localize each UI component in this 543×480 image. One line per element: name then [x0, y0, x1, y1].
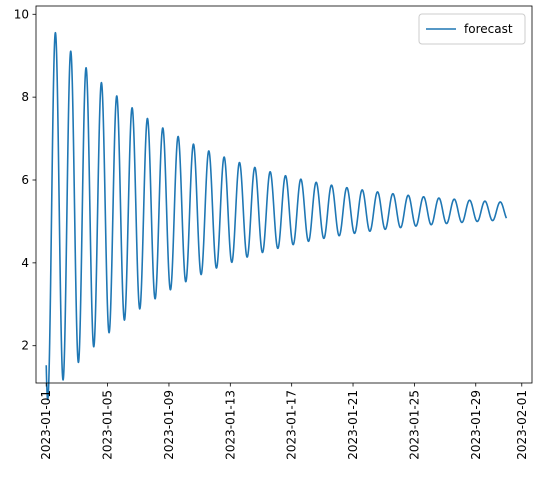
x-tick-label: 2023-01-09 [162, 390, 176, 460]
x-tick-label: 2023-01-29 [469, 390, 483, 460]
y-tick-label: 4 [21, 256, 29, 270]
y-tick-label: 8 [21, 90, 29, 104]
x-tick-label: 2023-01-05 [101, 390, 115, 460]
plot-area [36, 6, 532, 383]
x-tick-label: 2023-01-17 [285, 390, 299, 460]
y-tick-label: 6 [21, 173, 29, 187]
y-axis-ticks: 2 4 6 8 10 [14, 7, 36, 353]
plot-frame [35, 5, 533, 384]
series-line-forecast [45, 31, 508, 401]
y-tick-label: 2 [21, 339, 29, 353]
legend-label-forecast: forecast [464, 22, 513, 36]
x-axis-ticks: 2023-01-01 2023-01-05 2023-01-09 2023-01-13… [39, 383, 529, 460]
x-tick-label: 2023-02-01 [515, 390, 529, 460]
x-tick-label: 2023-01-13 [223, 390, 237, 460]
y-tick-label: 10 [14, 7, 29, 21]
x-tick-label: 2023-01-25 [407, 390, 421, 460]
legend-box [418, 13, 526, 45]
x-tick-label: 2023-01-21 [346, 390, 360, 460]
legend: forecast [418, 13, 526, 45]
x-tick-label: 2023-01-01 [39, 390, 53, 460]
